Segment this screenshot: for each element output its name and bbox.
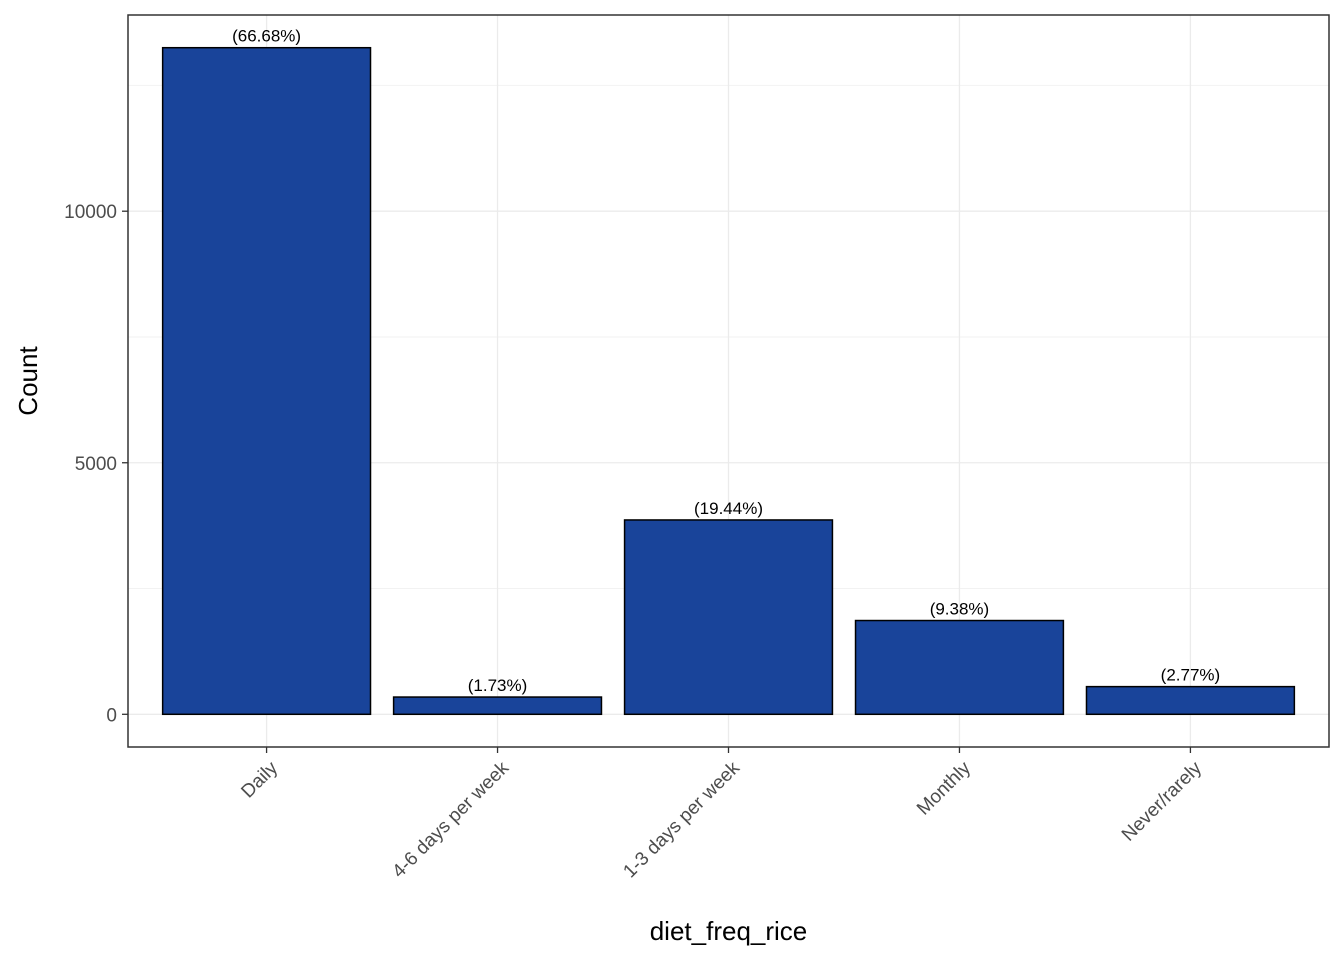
y-axis: 0 5000 10000 (64, 202, 128, 726)
y-tick-label: 10000 (64, 202, 117, 223)
bar-4-6-days-per-week (392, 696, 603, 716)
y-axis-title: Count (13, 346, 43, 416)
y-tick-label: 5000 (75, 454, 117, 475)
bar-never-rarely (1085, 685, 1296, 716)
bar-data-label: (66.68%) (232, 27, 301, 46)
bar-1-3-days-per-week (623, 519, 834, 716)
bar-data-label: (9.38%) (930, 600, 990, 619)
bars (161, 46, 1296, 716)
bar-data-labels: (66.68%) (1.73%) (19.44%) (9.38%) (2.77%) (232, 27, 1220, 695)
bar-daily (161, 46, 372, 716)
bar-data-label: (2.77%) (1161, 666, 1221, 685)
bar-data-label: (19.44%) (694, 499, 763, 518)
bar-data-label: (1.73%) (468, 676, 528, 695)
x-axis-title: diet_freq_rice (650, 916, 808, 946)
y-tick-label: 0 (106, 705, 117, 726)
bar-monthly (854, 619, 1065, 716)
